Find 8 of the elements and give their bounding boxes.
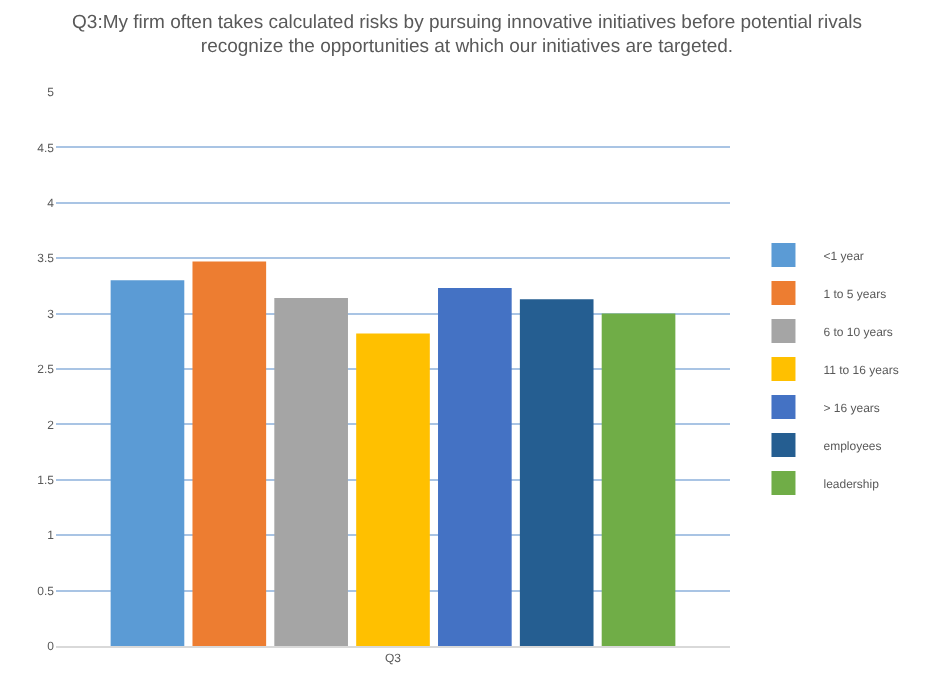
bar	[192, 261, 267, 646]
chart-title: Q3:My firm often takes calculated risks by pursuing innovative initiatives before potential rivals recognize the opportunities at which our initiatives are targeted.	[72, 11, 863, 59]
bar	[356, 333, 430, 646]
bar	[274, 298, 348, 646]
bar	[519, 299, 594, 646]
bar	[110, 280, 185, 646]
bar	[601, 313, 676, 646]
bar	[438, 288, 512, 646]
